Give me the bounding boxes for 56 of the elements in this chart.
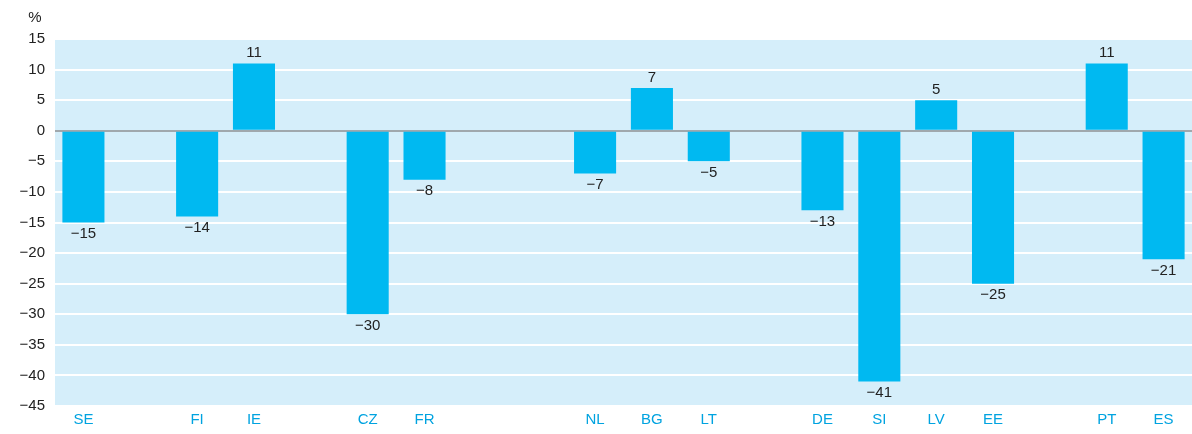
y-tick-label: −15 (19, 212, 45, 230)
x-tick-label: BG (641, 410, 663, 428)
x-tick-label: LT (700, 410, 717, 428)
data-label: −8 (415, 181, 434, 199)
x-tick-label: SE (73, 410, 94, 428)
y-tick-label: −40 (19, 365, 45, 383)
data-label: −21 (1150, 260, 1177, 278)
y-tick-label: 5 (36, 90, 45, 108)
x-tick-label: ES (1153, 410, 1174, 428)
x-tick-label: LV (927, 410, 945, 428)
y-tick-label: 10 (28, 59, 45, 77)
bar (346, 131, 389, 315)
bar (1142, 131, 1185, 260)
data-label: 5 (932, 79, 941, 97)
y-tick-label: 15 (28, 29, 45, 47)
bar (62, 131, 105, 223)
data-label: −5 (700, 162, 718, 180)
bar (971, 131, 1015, 284)
bar (176, 131, 219, 217)
y-tick-label: −5 (27, 151, 45, 169)
data-label: −25 (980, 285, 1006, 303)
data-label: −14 (184, 218, 210, 236)
x-tick-label: IE (246, 410, 262, 428)
x-tick-label: EE (983, 410, 1004, 428)
data-label: −13 (809, 211, 836, 229)
bar (630, 87, 673, 130)
x-tick-label: FR (414, 410, 435, 428)
data-label: 11 (1098, 43, 1115, 61)
y-tick-label: −25 (19, 273, 45, 291)
bar (574, 131, 617, 174)
bar (232, 63, 276, 130)
bar (403, 131, 446, 180)
bar (687, 131, 730, 162)
y-tick-label: −10 (19, 182, 45, 200)
x-tick-label: CZ (357, 410, 378, 428)
x-tick-label: FI (190, 410, 204, 428)
x-tick-label: NL (585, 410, 605, 428)
bar (858, 131, 901, 382)
y-tick-label: −20 (19, 243, 45, 261)
data-label: −30 (354, 315, 381, 333)
y-tick-label: −35 (19, 334, 45, 352)
data-label: 11 (246, 43, 262, 61)
x-tick-label: SI (872, 410, 887, 428)
bar (915, 100, 958, 130)
data-label: 7 (647, 67, 657, 85)
x-tick-label: DE (812, 410, 833, 428)
bar (801, 131, 844, 211)
x-tick-label: PT (1097, 410, 1117, 428)
data-label: −41 (866, 383, 893, 401)
y-tick-label: −45 (19, 396, 45, 414)
data-label: −15 (70, 224, 97, 242)
y-tick-label: 0 (36, 120, 45, 138)
bar (1085, 63, 1128, 130)
y-tick-label: −30 (19, 304, 45, 322)
data-label: −7 (586, 175, 604, 193)
y-axis-title: % (28, 8, 42, 26)
